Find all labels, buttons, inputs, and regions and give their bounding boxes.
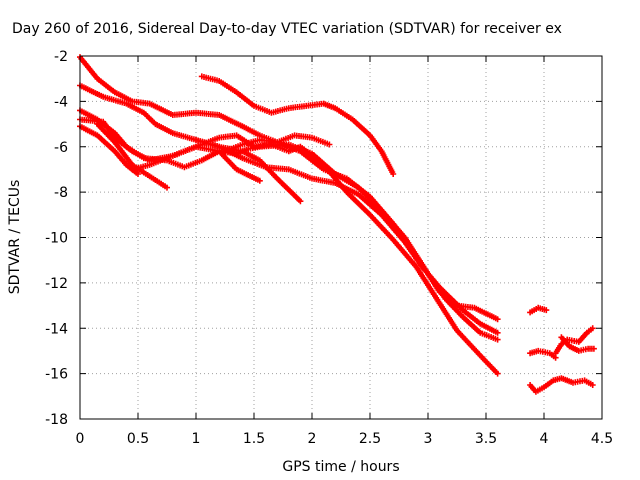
series-markers [527,304,550,316]
series-markers [527,375,596,395]
y-tick-label: -14 [45,321,68,337]
y-tick-label: -10 [45,231,68,247]
series-s9 [198,73,397,177]
y-tick-label: -18 [45,412,68,428]
y-tick-label: -4 [54,94,68,110]
x-tick-label: 4.5 [591,431,613,447]
x-tick-label: 0.5 [127,431,149,447]
x-tick-label: 3 [424,431,433,447]
x-tick-label: 3.5 [475,431,497,447]
series-s15 [558,334,597,354]
y-axis-label: SDTVAR / TECUs [7,180,23,295]
chart-title: Day 260 of 2016, Sidereal Day-to-day VTE… [12,21,562,37]
series-s7 [129,143,263,184]
grid [80,56,602,419]
series-markers [198,73,397,177]
ticks: 0 0.5 1 1.5 2 2.5 3 3.5 4 4.5 -18 -16 -14 -12 -10 -8 -6 -… [45,49,613,447]
x-tick-label: 0 [76,431,85,447]
y-tick-label: -2 [54,49,68,65]
x-tick-label: 4 [540,431,549,447]
series-s6 [94,121,170,191]
x-axis-label: GPS time / hours [282,459,399,475]
series-s13 [527,375,596,395]
series-markers [94,121,170,191]
y-tick-label: -8 [54,185,68,201]
series-s10 [222,132,333,155]
y-tick-label: -12 [45,276,68,292]
series-s11 [527,304,550,316]
y-tick-label: -6 [54,140,68,156]
series-markers [129,143,263,184]
x-tick-label: 1 [192,431,201,447]
series-markers [222,132,333,155]
series-markers [558,334,597,354]
x-tick-label: 1.5 [243,431,265,447]
x-tick-label: 2.5 [359,431,381,447]
series-s12 [527,347,559,361]
series-markers [527,347,559,361]
y-tick-label: -16 [45,367,68,383]
x-tick-label: 2 [308,431,317,447]
